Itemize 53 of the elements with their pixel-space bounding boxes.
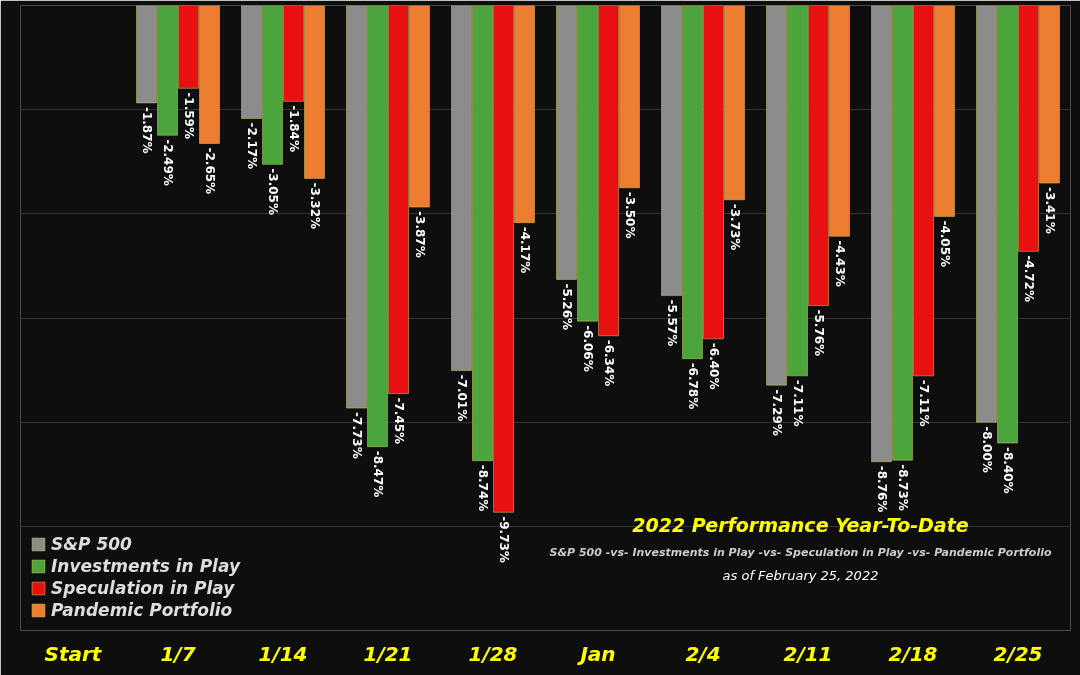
x-tick-label: 2/4 [685, 641, 721, 666]
x-tick-label: 2/25 [993, 641, 1043, 666]
data-label: -7.73% [349, 412, 364, 459]
data-label: -3.32% [307, 182, 322, 230]
legend-label: S&P 500 [51, 534, 132, 554]
x-tick-label: 1/14 [258, 641, 308, 666]
data-label: -8.47% [370, 450, 385, 498]
data-label: -6.78% [685, 362, 700, 410]
data-label: -8.40% [1000, 447, 1015, 494]
data-label: -6.40% [706, 342, 721, 390]
data-label: -1.84% [286, 105, 301, 152]
x-tick-label: 1/7 [160, 641, 196, 666]
data-label: -3.50% [622, 191, 637, 239]
data-label: -7.01% [454, 374, 469, 422]
data-label: -4.17% [517, 226, 532, 274]
data-label: -7.29% [769, 389, 784, 436]
data-label: -6.34% [601, 339, 616, 387]
legend-label: Speculation in Play [51, 578, 235, 598]
text: S&P 500 -vs- Investments in Play -vs- Speculation in Play -vs- Pandemic Portfolio [549, 545, 1052, 559]
data-label: -8.76% [874, 465, 889, 513]
data-label: -4.05% [937, 220, 952, 268]
data-label: -5.57% [664, 299, 679, 347]
x-tick-label: 1/21 [363, 641, 413, 666]
annotation: as of February 25, 2022 [722, 567, 879, 583]
x-tick-label: 1/28 [468, 641, 518, 666]
x-tick-label: 2/11 [783, 641, 833, 666]
x-tick-label: 2/18 [888, 641, 938, 666]
data-label: -2.17% [244, 122, 259, 170]
data-label: -8.00% [979, 426, 994, 473]
data-label: -7.11% [790, 379, 805, 427]
data-label: -3.87% [412, 211, 427, 258]
data-label: -1.87% [139, 106, 154, 154]
data-label: -5.76% [811, 309, 826, 357]
data-label: -4.72% [1021, 255, 1036, 302]
data-label: -7.45% [391, 397, 406, 445]
data-label: -3.41% [1042, 187, 1057, 234]
data-label: -3.73% [727, 203, 742, 251]
data-label: -7.11% [916, 379, 931, 427]
data-label: -2.65% [202, 147, 217, 195]
data-label: -8.73% [895, 464, 910, 511]
data-label: -2.49% [160, 139, 175, 186]
x-tick-label: Jan [576, 641, 616, 666]
data-label: -5.26% [559, 283, 574, 331]
legend-label: Pandemic Portfolio [51, 600, 233, 620]
data-label: -3.05% [265, 168, 280, 215]
data-label: -4.43% [832, 240, 847, 287]
data-label: -1.59% [181, 92, 196, 139]
data-label: -9.73% [496, 516, 511, 563]
data-label: -6.06% [580, 325, 595, 372]
legend-label: Investments in Play [51, 556, 240, 576]
x-tick-label: Start [44, 641, 103, 666]
data-label: -8.74% [475, 464, 490, 512]
text: 2022 Performance Year-To-Date [632, 513, 969, 536]
